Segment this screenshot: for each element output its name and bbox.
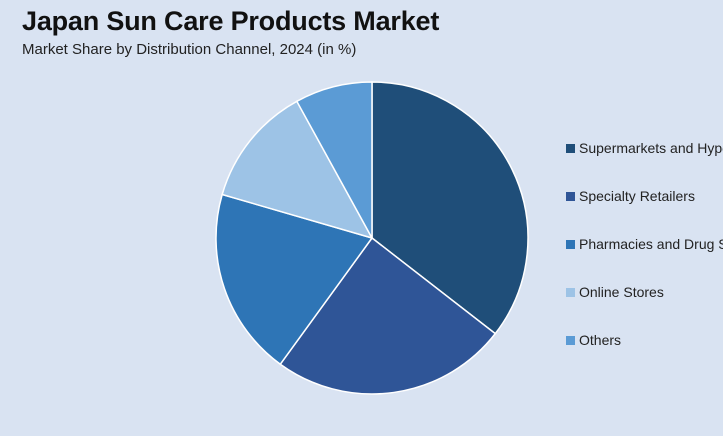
legend-label: Online Stores: [579, 284, 664, 300]
legend-item: Others: [566, 332, 723, 380]
legend-swatch: [566, 144, 575, 153]
pie-slice-1: [371, 81, 529, 335]
legend-item: Online Stores: [566, 284, 723, 332]
legend-item: Specialty Retailers: [566, 188, 723, 236]
pie-slice-2: [279, 236, 497, 395]
chart-legend: Supermarkets and Hypermarkets Specialty R…: [566, 140, 723, 380]
legend-item: Pharmacies and Drug Stores: [566, 236, 723, 284]
legend-swatch: [566, 192, 575, 201]
pie-slice-4: [221, 100, 374, 240]
legend-label: Pharmacies and Drug Stores: [579, 236, 723, 252]
chart-subtitle: Market Share by Distribution Channel, 20…: [22, 41, 357, 58]
legend-swatch: [566, 336, 575, 345]
legend-swatch: [566, 240, 575, 249]
pie-slice-3: [215, 193, 374, 366]
pie-slice-5: [295, 81, 373, 239]
legend-label: Specialty Retailers: [579, 188, 695, 204]
chart-title: Japan Sun Care Products Market: [22, 6, 440, 36]
legend-label: Supermarkets and Hypermarkets: [579, 140, 723, 156]
legend-item: Supermarkets and Hypermarkets: [566, 140, 723, 188]
legend-label: Others: [579, 332, 622, 348]
legend-swatch: [566, 288, 575, 297]
